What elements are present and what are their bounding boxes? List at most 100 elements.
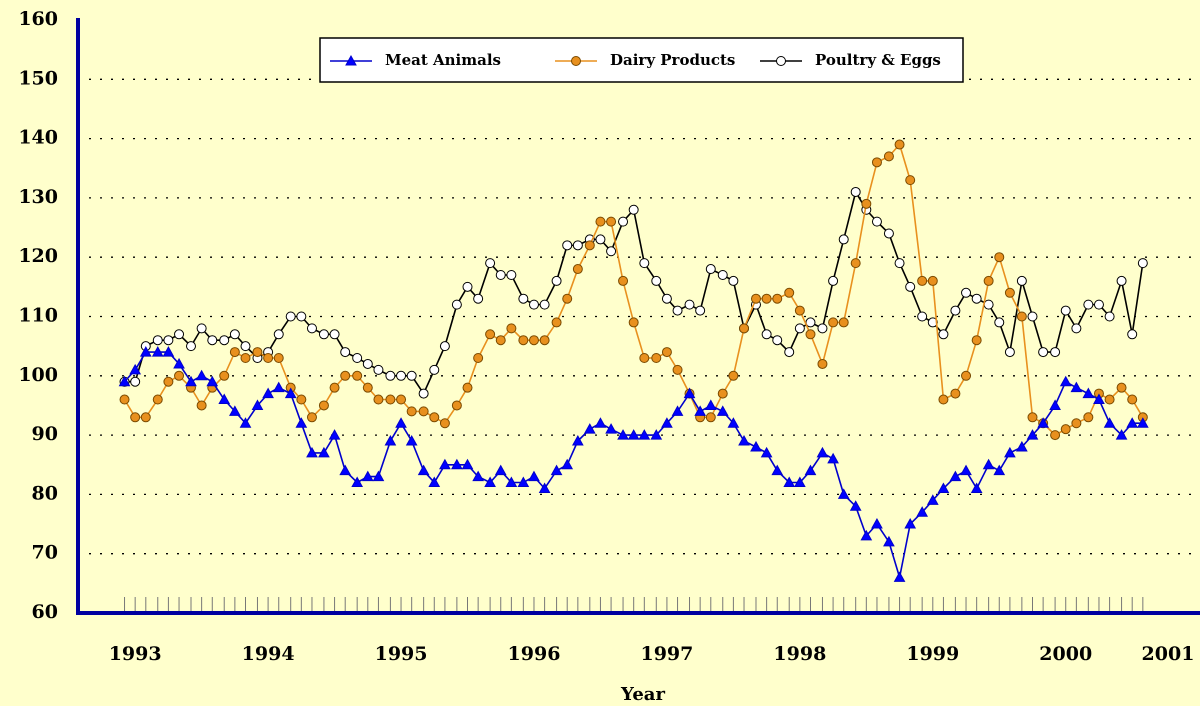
marker — [1060, 305, 1071, 316]
marker — [794, 305, 805, 316]
marker — [694, 405, 707, 416]
marker — [139, 346, 152, 357]
marker — [783, 476, 796, 488]
marker — [472, 470, 484, 482]
marker — [1103, 417, 1116, 428]
marker — [761, 329, 772, 340]
marker — [584, 240, 595, 251]
marker — [1071, 323, 1082, 334]
marker — [661, 293, 672, 304]
marker — [562, 240, 573, 251]
marker — [983, 275, 994, 286]
marker — [240, 341, 251, 352]
marker — [684, 299, 695, 310]
y-tick-label: 160 — [18, 8, 58, 30]
marker — [352, 353, 363, 364]
marker — [916, 506, 929, 517]
marker — [219, 370, 230, 381]
marker — [982, 458, 995, 470]
legend-marker — [345, 54, 357, 66]
marker — [571, 435, 584, 446]
marker — [439, 341, 450, 352]
marker — [772, 293, 783, 304]
legend-label: Poultry & Eggs — [815, 51, 941, 69]
marker — [506, 269, 517, 280]
x-tick-label: 1994 — [242, 643, 295, 665]
marker — [738, 435, 750, 446]
marker — [828, 275, 839, 286]
marker — [1026, 429, 1039, 440]
marker — [961, 370, 972, 381]
marker — [462, 281, 473, 292]
marker — [883, 228, 894, 239]
marker — [716, 405, 729, 416]
marker — [651, 275, 662, 286]
marker — [784, 347, 795, 358]
marker — [551, 275, 562, 286]
marker — [151, 346, 164, 357]
marker — [871, 518, 883, 529]
marker — [229, 329, 240, 340]
legend-box — [319, 37, 964, 83]
marker — [550, 464, 563, 476]
marker — [406, 406, 417, 417]
marker — [1093, 299, 1104, 310]
marker — [950, 305, 961, 316]
marker — [306, 446, 318, 458]
marker — [239, 417, 252, 428]
marker — [439, 458, 451, 470]
marker — [418, 388, 429, 399]
marker — [894, 139, 905, 150]
marker — [505, 476, 518, 488]
marker — [185, 341, 196, 352]
y-tick-label: 140 — [18, 127, 58, 149]
marker — [1082, 387, 1095, 399]
marker — [473, 293, 484, 304]
marker — [384, 435, 397, 446]
marker — [618, 216, 629, 227]
marker — [1050, 347, 1061, 358]
marker — [871, 216, 882, 227]
marker — [860, 529, 873, 541]
y-tick-label: 120 — [18, 245, 58, 267]
marker — [284, 387, 297, 399]
marker — [163, 335, 174, 346]
marker — [1116, 382, 1127, 393]
marker — [1083, 412, 1094, 423]
marker — [704, 399, 717, 410]
marker — [983, 299, 994, 310]
marker — [362, 358, 373, 369]
marker — [949, 470, 962, 482]
marker — [196, 400, 207, 411]
marker — [850, 258, 861, 269]
marker — [950, 388, 961, 399]
marker — [583, 423, 596, 434]
marker — [1059, 375, 1072, 387]
marker — [539, 299, 550, 310]
marker — [927, 275, 938, 286]
marker — [661, 347, 672, 358]
marker — [971, 293, 982, 304]
marker — [1127, 329, 1138, 340]
marker — [638, 429, 651, 440]
marker — [329, 329, 340, 340]
marker — [1016, 440, 1028, 452]
marker — [339, 464, 352, 476]
marker — [572, 264, 583, 275]
marker — [1083, 299, 1094, 310]
legend-marker — [776, 56, 786, 66]
marker — [728, 370, 739, 381]
marker — [285, 311, 296, 322]
marker — [672, 305, 683, 316]
marker — [960, 464, 972, 476]
marker — [849, 500, 862, 511]
marker — [850, 186, 861, 197]
marker — [395, 417, 407, 428]
marker — [894, 258, 905, 269]
marker — [485, 258, 496, 269]
marker — [219, 335, 230, 346]
marker — [760, 446, 773, 458]
marker — [417, 464, 430, 476]
